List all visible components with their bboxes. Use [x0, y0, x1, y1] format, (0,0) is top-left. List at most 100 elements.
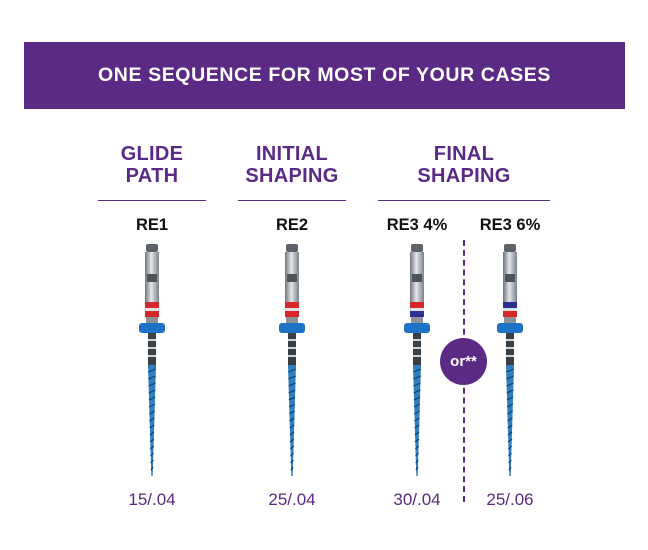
file-flute: [506, 403, 514, 408]
file-flute: [507, 445, 513, 450]
file-ring: [503, 302, 517, 308]
file-flute: [506, 389, 514, 394]
file-blade: [288, 365, 296, 476]
file-flute: [415, 466, 419, 471]
file-blade: [148, 365, 156, 476]
file-flute: [505, 368, 515, 373]
file-flute: [288, 396, 296, 401]
file-shank-notch: [287, 274, 297, 282]
size-label-re3-6: 25/.06: [486, 490, 534, 509]
size-label-re2: 25/.04: [268, 490, 316, 509]
file-flute: [414, 410, 420, 415]
file-ring-gap: [410, 308, 424, 311]
stage-underline: [98, 200, 206, 201]
stage-line1: INITIAL: [255, 143, 329, 165]
rubber-stopper: [404, 323, 430, 333]
file-flute: [290, 459, 294, 464]
endodontic-file-re3-4: [404, 244, 430, 476]
file-flute: [413, 389, 421, 394]
depth-mark: [288, 339, 296, 341]
file-flute: [508, 459, 512, 464]
file-neck: [286, 317, 298, 323]
file-name-re1: RE1: [135, 216, 169, 234]
file-ring-gap: [285, 308, 299, 311]
file-flute: [507, 431, 513, 436]
depth-mark: [288, 355, 296, 357]
file-flute: [414, 445, 420, 450]
file-shank-notch: [505, 274, 515, 282]
file-handle-cap: [146, 244, 158, 252]
file-flute: [414, 438, 420, 443]
file-ring: [285, 302, 299, 308]
file-flute: [415, 452, 419, 457]
file-flute: [288, 382, 296, 387]
size-label-re3-4: 30/.04: [393, 490, 441, 509]
rubber-stopper: [497, 323, 523, 333]
file-name-re2: RE2: [275, 216, 309, 234]
depth-mark: [413, 339, 421, 341]
stage-underline: [238, 200, 346, 201]
file-flute: [413, 375, 421, 380]
file-flute: [288, 389, 296, 394]
depth-mark: [413, 355, 421, 357]
depth-mark: [148, 347, 156, 349]
header-banner: ONE SEQUENCE FOR MOST OF YOUR CASES: [24, 42, 625, 109]
file-flute: [149, 445, 155, 450]
depth-mark: [506, 339, 514, 341]
file-flute: [508, 466, 512, 471]
or-badge: or**: [440, 338, 487, 385]
or-badge-text: or**: [450, 353, 477, 370]
file-blade: [413, 365, 421, 476]
file-flute: [507, 410, 513, 415]
file-flute: [506, 382, 514, 387]
depth-mark: [413, 347, 421, 349]
file-flute: [149, 438, 155, 443]
file-flute: [148, 382, 156, 387]
file-ring: [285, 311, 299, 317]
file-name-re3-4: RE3 4%: [386, 216, 448, 234]
stage-initial-shaping: INITIAL SHAPING: [238, 143, 346, 187]
file-flute: [148, 375, 156, 380]
file-flute: [506, 375, 514, 380]
file-ring: [145, 311, 159, 317]
stage-underline: [378, 200, 550, 201]
depth-mark: [506, 347, 514, 349]
file-flute: [149, 424, 155, 429]
file-flute: [148, 403, 156, 408]
file-flute: [289, 424, 295, 429]
file-handle-cap: [411, 244, 423, 252]
file-flute: [289, 417, 295, 422]
file-ring-gap: [503, 308, 517, 311]
file-flute: [289, 431, 295, 436]
endodontic-file-re1: [139, 244, 165, 476]
depth-mark: [148, 339, 156, 341]
file-flute: [289, 445, 295, 450]
file-flute: [414, 431, 420, 436]
file-name-re3-6: RE3 6%: [479, 216, 541, 234]
stage-glide-path: GLIDE PATH: [98, 143, 206, 187]
stage-line2: SHAPING: [417, 165, 511, 187]
file-flute: [148, 396, 156, 401]
stage-line1: FINAL: [433, 143, 495, 165]
file-flute: [288, 403, 296, 408]
file-handle-cap: [504, 244, 516, 252]
file-flute: [289, 410, 295, 415]
file-flute: [507, 424, 513, 429]
file-flute: [150, 459, 154, 464]
file-ring-gap: [145, 308, 159, 311]
file-ring: [145, 302, 159, 308]
file-flute: [414, 417, 420, 422]
file-ring: [410, 311, 424, 317]
file-neck: [504, 317, 516, 323]
file-shank-notch: [412, 274, 422, 282]
endodontic-file-re2: [279, 244, 305, 476]
rubber-stopper: [279, 323, 305, 333]
file-flute: [290, 452, 294, 457]
file-flute: [507, 438, 513, 443]
file-flute: [150, 452, 154, 457]
file-flute: [289, 438, 295, 443]
file-shank-notch: [147, 274, 157, 282]
stage-line1: GLIDE: [120, 143, 184, 165]
file-flute: [290, 466, 294, 471]
file-flute: [415, 459, 419, 464]
